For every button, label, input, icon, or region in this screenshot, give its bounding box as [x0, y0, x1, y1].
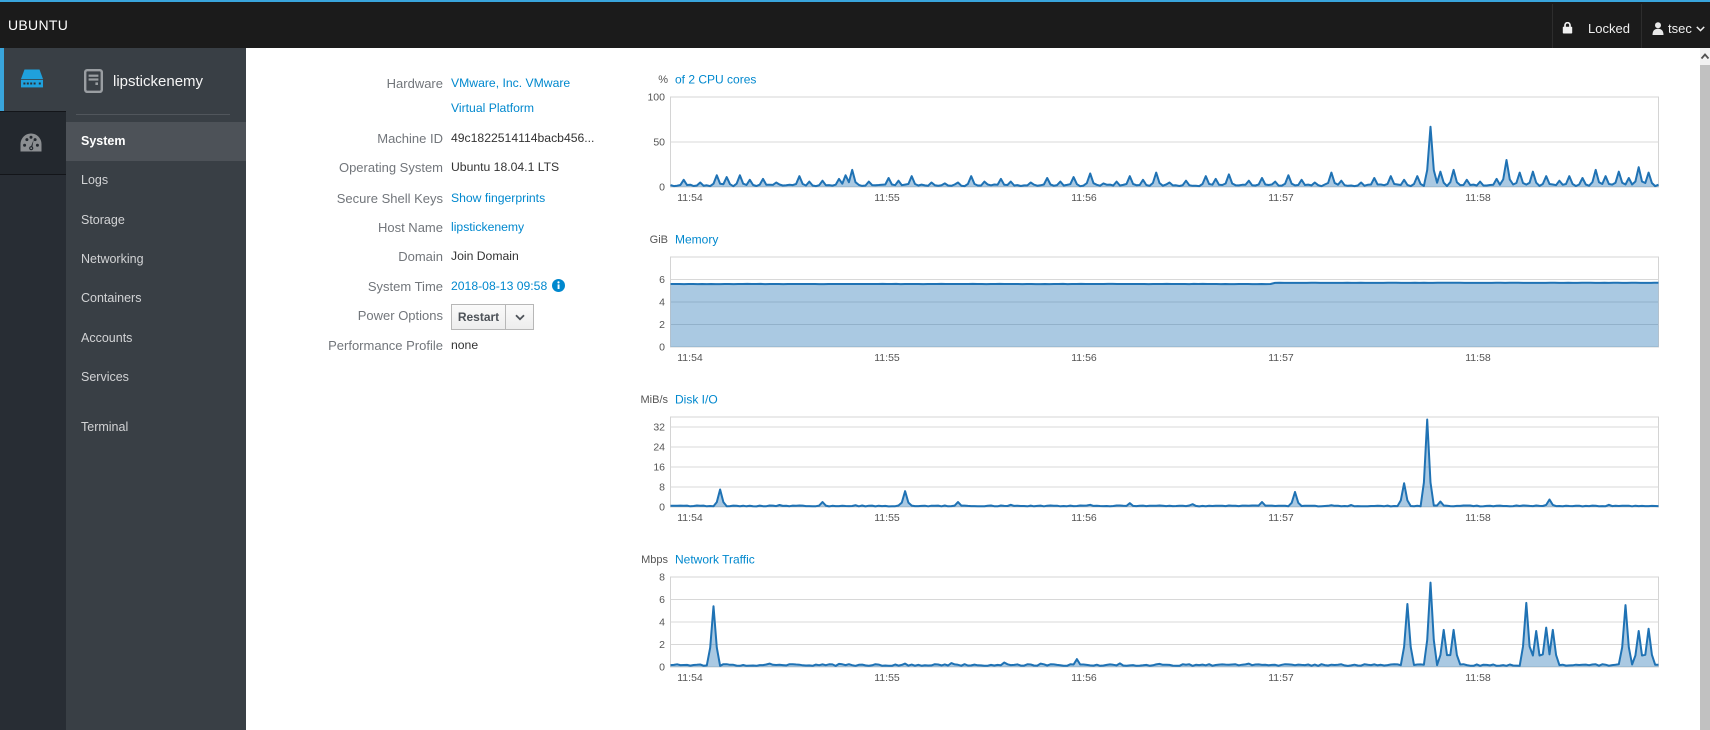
svg-text:6: 6: [659, 274, 665, 286]
svg-text:MiB/s: MiB/s: [641, 394, 669, 406]
svg-text:6: 6: [659, 594, 665, 606]
svg-text:0: 0: [659, 502, 665, 514]
svg-text:11:57: 11:57: [1268, 352, 1294, 364]
svg-text:11:58: 11:58: [1465, 672, 1491, 684]
svg-text:GiB: GiB: [650, 234, 668, 246]
svg-text:24: 24: [653, 442, 665, 454]
svg-text:4: 4: [659, 617, 665, 629]
svg-text:11:56: 11:56: [1071, 352, 1097, 364]
svg-text:11:54: 11:54: [677, 352, 703, 364]
svg-text:32: 32: [653, 422, 665, 434]
svg-text:100: 100: [647, 92, 665, 104]
svg-text:11:57: 11:57: [1268, 192, 1294, 204]
svg-text:Network Traffic: Network Traffic: [675, 553, 755, 567]
svg-text:%: %: [658, 74, 668, 86]
svg-text:11:56: 11:56: [1071, 512, 1097, 524]
svg-text:50: 50: [653, 137, 665, 149]
svg-text:Mbps: Mbps: [641, 554, 668, 566]
svg-text:of 2 CPU cores: of 2 CPU cores: [675, 73, 756, 87]
svg-text:2: 2: [659, 639, 665, 651]
svg-text:11:55: 11:55: [874, 512, 900, 524]
svg-text:11:58: 11:58: [1465, 352, 1491, 364]
svg-text:0: 0: [659, 342, 665, 354]
svg-text:8: 8: [659, 572, 665, 584]
svg-text:Memory: Memory: [675, 233, 718, 247]
svg-text:11:56: 11:56: [1071, 672, 1097, 684]
svg-text:11:54: 11:54: [677, 672, 703, 684]
svg-text:11:58: 11:58: [1465, 512, 1491, 524]
svg-text:16: 16: [653, 462, 665, 474]
svg-text:4: 4: [659, 297, 665, 309]
svg-text:11:56: 11:56: [1071, 192, 1097, 204]
svg-text:11:57: 11:57: [1268, 672, 1294, 684]
svg-text:11:54: 11:54: [677, 192, 703, 204]
svg-text:11:54: 11:54: [677, 512, 703, 524]
svg-text:11:57: 11:57: [1268, 512, 1294, 524]
svg-text:11:55: 11:55: [874, 672, 900, 684]
svg-text:8: 8: [659, 482, 665, 494]
svg-text:0: 0: [659, 662, 665, 674]
svg-text:0: 0: [659, 182, 665, 194]
svg-text:11:55: 11:55: [874, 192, 900, 204]
svg-text:2: 2: [659, 319, 665, 331]
svg-text:11:58: 11:58: [1465, 192, 1491, 204]
svg-text:Disk I/O: Disk I/O: [675, 393, 718, 407]
svg-text:11:55: 11:55: [874, 352, 900, 364]
